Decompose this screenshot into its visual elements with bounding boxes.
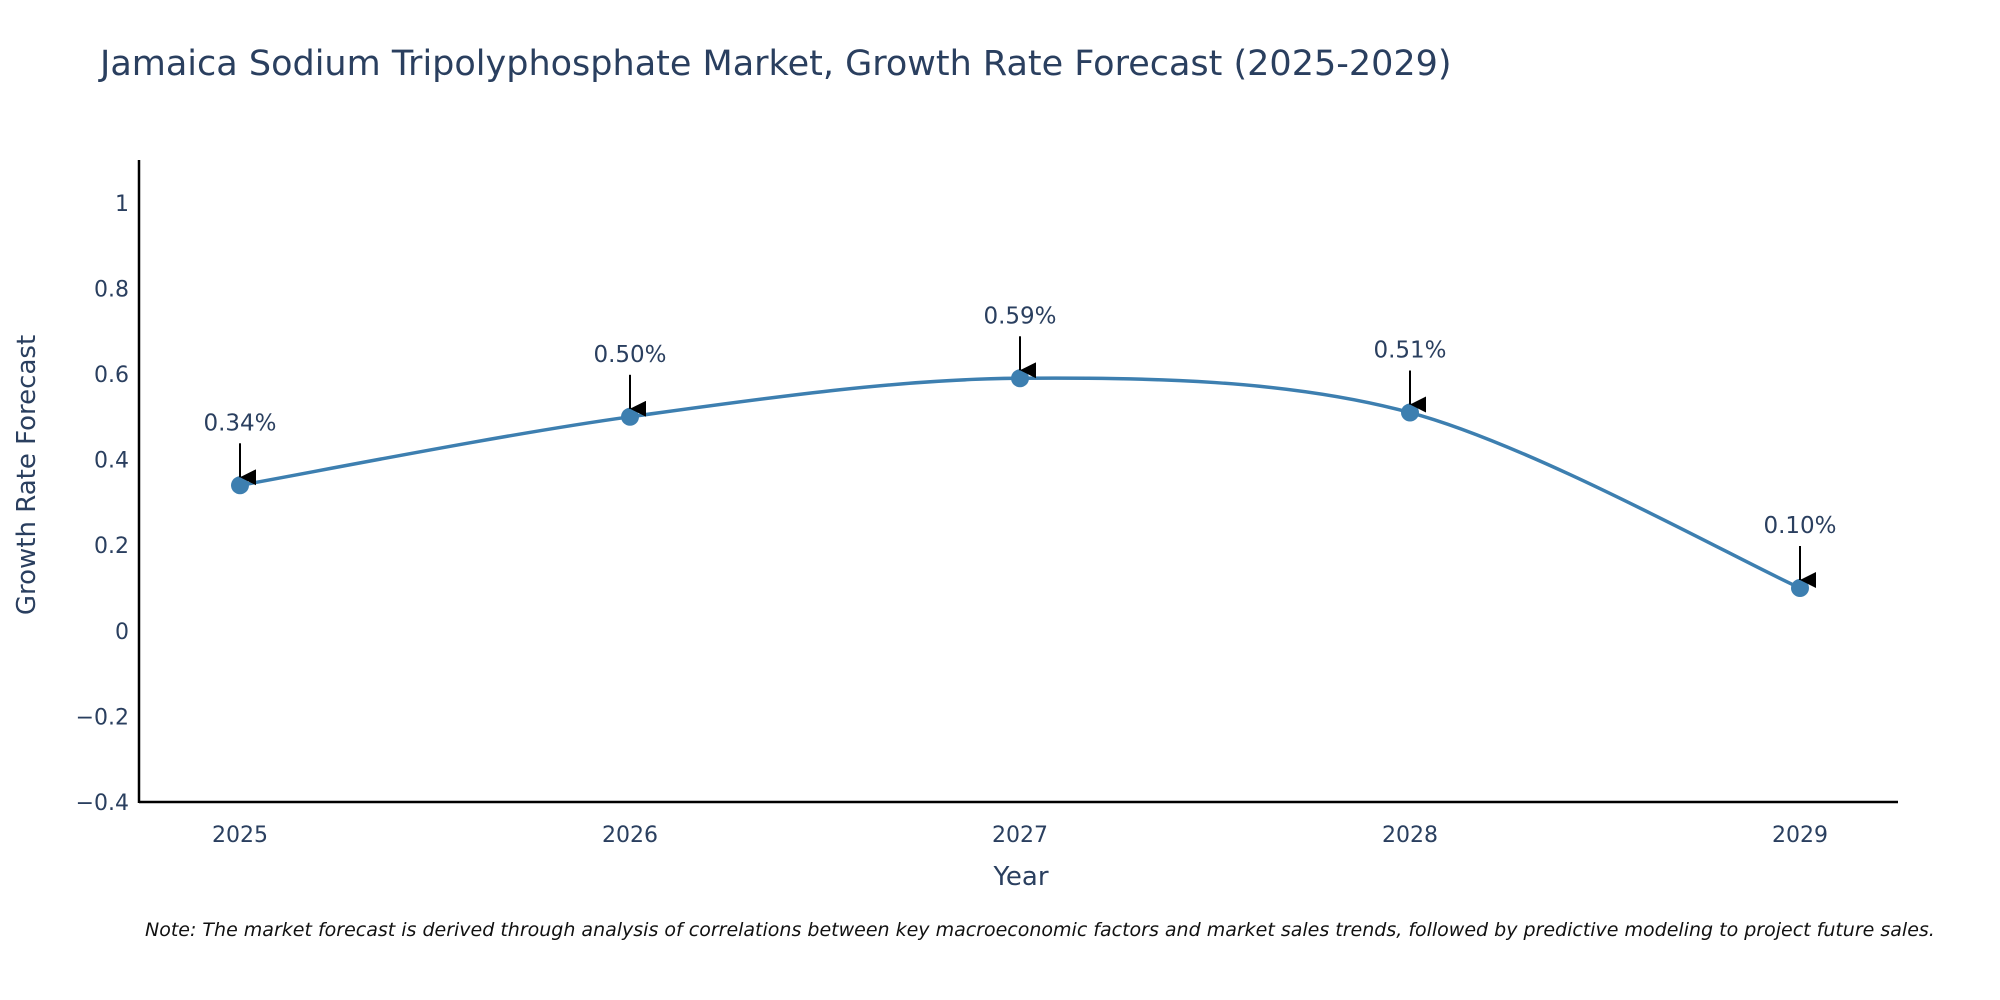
y-tick-label: 0.2 xyxy=(94,534,129,559)
y-axis-ticks: −0.4 −0.2 0 0.2 0.4 0.6 0.8 1 xyxy=(76,192,129,816)
x-tick-label: 2026 xyxy=(602,823,658,848)
data-point xyxy=(1401,403,1419,422)
data-point xyxy=(1791,579,1809,597)
data-labels: 0.34% 0.50% 0.59% 0.51% 0.10% xyxy=(203,303,1837,588)
y-axis-label: Growth Rate Forecast xyxy=(12,335,42,615)
x-axis-ticks: 2025 2026 2027 2028 2029 xyxy=(212,823,1828,848)
y-tick-label: −0.2 xyxy=(76,705,129,730)
y-tick-label: 0.8 xyxy=(94,277,129,302)
series-line xyxy=(239,376,1801,590)
x-axis-label: Year xyxy=(992,862,1048,892)
data-points xyxy=(231,369,1809,597)
x-tick-label: 2025 xyxy=(212,823,268,848)
chart-title: Jamaica Sodium Tripolyphosphate Market, … xyxy=(100,44,1452,84)
axes xyxy=(137,160,1898,804)
series-line-group xyxy=(239,376,1801,590)
y-tick-label: 0 xyxy=(115,620,129,645)
data-point xyxy=(621,407,639,426)
data-label: 0.59% xyxy=(983,303,1056,329)
y-tick-label: 0.4 xyxy=(94,449,129,474)
y-tick-label: 0.6 xyxy=(94,363,129,388)
data-point xyxy=(231,476,249,495)
data-point xyxy=(1011,369,1029,388)
data-label: 0.50% xyxy=(593,342,666,368)
data-label: 0.34% xyxy=(203,410,276,436)
x-tick-label: 2028 xyxy=(1382,823,1438,848)
data-label: 0.10% xyxy=(1763,513,1836,539)
y-tick-label: 1 xyxy=(115,192,129,217)
footnote: Note: The market forecast is derived thr… xyxy=(145,919,1935,941)
x-tick-label: 2027 xyxy=(992,823,1048,848)
x-tick-label: 2029 xyxy=(1772,823,1828,848)
y-tick-label: −0.4 xyxy=(76,791,129,816)
data-label: 0.51% xyxy=(1373,338,1446,364)
